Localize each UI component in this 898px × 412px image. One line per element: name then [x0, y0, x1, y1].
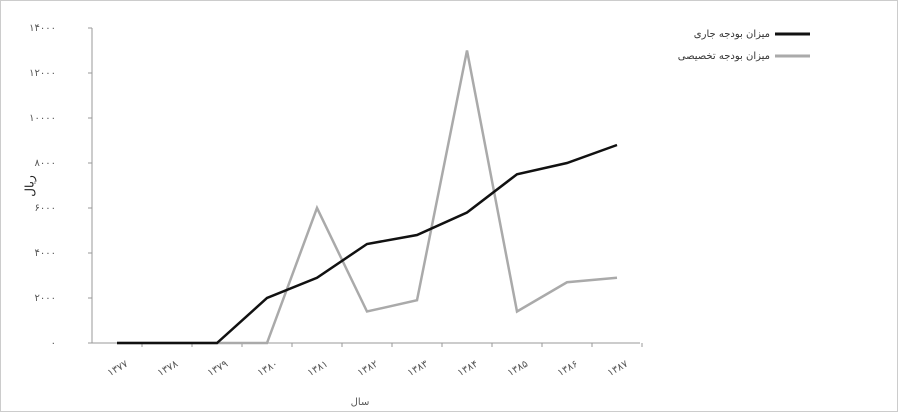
y-tick-label: ۱۲۰۰۰ [29, 68, 56, 79]
y-tick-label: ۴۰۰۰ [35, 248, 56, 259]
y-tick-label: ۶۰۰۰ [35, 203, 56, 214]
y-tick-label: ۸۰۰۰ [35, 158, 56, 169]
y-tick-label: ۰ [51, 338, 56, 349]
y-axis-label: ریال [23, 175, 38, 197]
y-tick-label: ۱۰۰۰۰ [29, 113, 56, 124]
x-axis-label: سال [351, 397, 370, 408]
legend-label: میزان بودجه جاری [694, 29, 770, 40]
y-tick-label: ۲۰۰۰ [35, 293, 56, 304]
series-line [117, 143, 618, 345]
legend-label: میزان بودجه تخصیصی [678, 51, 770, 62]
y-tick-label: ۱۴۰۰۰ [29, 23, 56, 34]
